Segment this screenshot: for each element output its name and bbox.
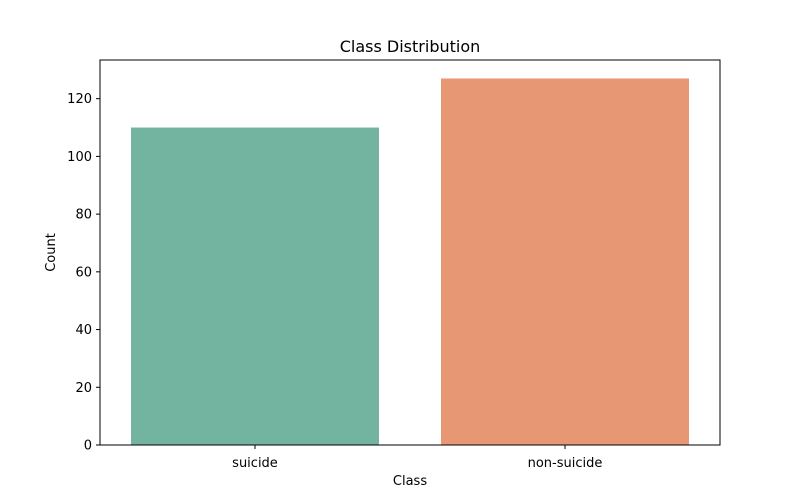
y-tick-label: 100 bbox=[67, 150, 92, 165]
y-axis-label: Count bbox=[44, 233, 59, 272]
y-axis-ticks: 0 20 40 60 80 100 120 bbox=[67, 92, 100, 454]
y-tick-label: 0 bbox=[84, 439, 92, 454]
x-tick-label: non-suicide bbox=[528, 456, 603, 471]
y-tick-label: 40 bbox=[75, 323, 92, 338]
plot-frame bbox=[99, 59, 721, 446]
bar-non-suicide bbox=[441, 78, 689, 445]
chart-title: Class Distribution bbox=[340, 37, 481, 56]
y-tick-label: 20 bbox=[75, 381, 92, 396]
y-tick-label: 120 bbox=[67, 92, 92, 107]
x-axis-label: Class bbox=[393, 474, 427, 489]
bars bbox=[131, 78, 689, 446]
x-axis-ticks: suicide non-suicide bbox=[232, 445, 602, 471]
x-tick-label: suicide bbox=[232, 456, 278, 471]
y-tick-label: 80 bbox=[75, 208, 92, 223]
y-tick-label: 60 bbox=[75, 265, 92, 280]
bar-suicide bbox=[131, 127, 379, 446]
